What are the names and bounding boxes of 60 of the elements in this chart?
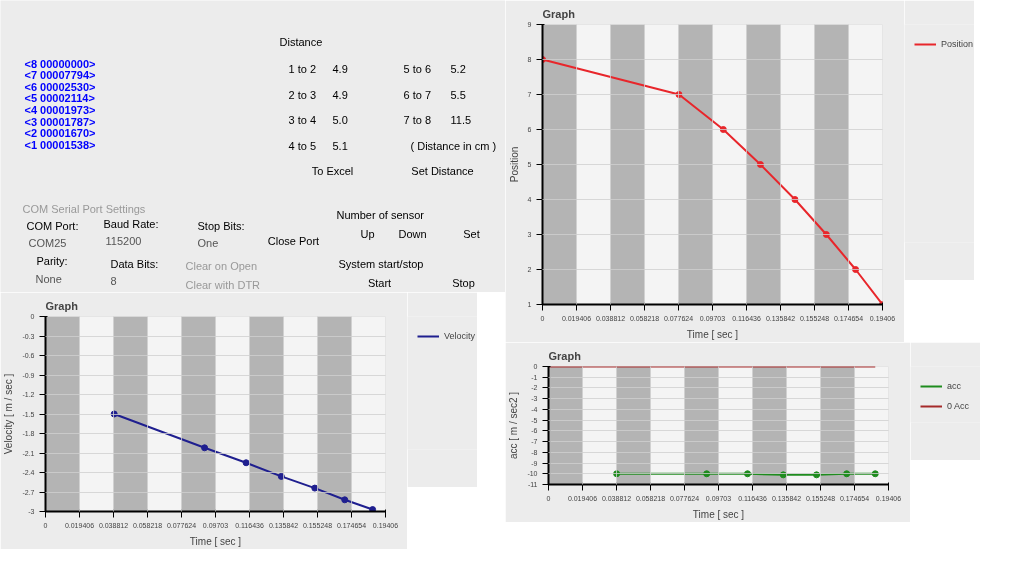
- text: Set: [463, 227, 480, 240]
- text: Clear with DTR: [185, 278, 261, 291]
- x-axis-title: Time [ sec ]: [189, 535, 242, 547]
- y-axis-title: Position: [508, 146, 520, 183]
- chart-title: Graph: [542, 7, 576, 20]
- text: 5.0: [332, 113, 348, 126]
- text: <3 00001787>: [24, 115, 96, 128]
- text: Distance: [279, 35, 323, 48]
- text: Parity:: [36, 254, 68, 267]
- text: 2 to 3: [288, 88, 317, 101]
- text: None: [35, 272, 62, 285]
- text: 5 to 6: [403, 62, 432, 75]
- text: <8 00000000>: [24, 57, 96, 70]
- text: 4 to 5: [288, 139, 317, 152]
- legend-label: acc: [947, 381, 962, 391]
- text: COM Serial Port Settings: [22, 202, 146, 215]
- text: 8: [110, 274, 117, 287]
- text: <2 00001670>: [24, 127, 96, 140]
- text: <5 00002114>: [24, 92, 95, 105]
- text: 4.9: [332, 88, 348, 101]
- text: 11.5: [450, 113, 472, 126]
- text: To Excel: [311, 164, 354, 177]
- text: Up: [360, 227, 375, 240]
- x-axis-title: Time [ sec ]: [692, 508, 745, 520]
- text: Stop: [452, 276, 475, 289]
- text: 5.2: [450, 62, 466, 75]
- text: 7 to 8: [403, 113, 432, 126]
- y-axis-title: Velocity [ m / sec ]: [3, 373, 15, 455]
- chart-title: Graph: [548, 349, 582, 362]
- text: 6 to 7: [403, 88, 432, 101]
- text: 1 to 2: [288, 62, 317, 75]
- text: COM Port:: [26, 219, 79, 232]
- text: 5.5: [450, 88, 466, 101]
- text: Number of sensor: [336, 208, 425, 221]
- text: <6 00002530>: [24, 80, 96, 93]
- text: Baud Rate:: [103, 217, 159, 230]
- text: Start: [367, 276, 392, 289]
- x-axis-title: Time [ sec ]: [686, 328, 739, 340]
- text: 3 to 4: [288, 113, 317, 126]
- text: System start/stop: [338, 257, 424, 270]
- legend-label: 0 Acc: [947, 401, 970, 411]
- text: Set Distance: [411, 164, 474, 177]
- text: Down: [398, 227, 427, 240]
- text: One: [197, 236, 219, 249]
- text: 5.1: [332, 139, 348, 152]
- text: Stop Bits:: [197, 219, 245, 232]
- text: COM25: [28, 236, 67, 249]
- text: <1 00001538>: [24, 138, 96, 151]
- text: <4 00001973>: [24, 103, 96, 116]
- text: 4.9: [332, 62, 348, 75]
- text: ( Distance in cm ): [410, 139, 497, 152]
- legend-label: Velocity: [444, 331, 476, 341]
- y-axis-title: acc [ m / sec2 ]: [508, 391, 520, 460]
- text: <7 00007794>: [24, 69, 96, 82]
- text: Data Bits:: [110, 257, 159, 270]
- legend-label: Position: [941, 39, 974, 49]
- text: 115200: [105, 234, 142, 247]
- text: Close Port: [267, 234, 320, 247]
- chart-title: Graph: [45, 299, 79, 312]
- text: Clear on Open: [185, 259, 258, 272]
